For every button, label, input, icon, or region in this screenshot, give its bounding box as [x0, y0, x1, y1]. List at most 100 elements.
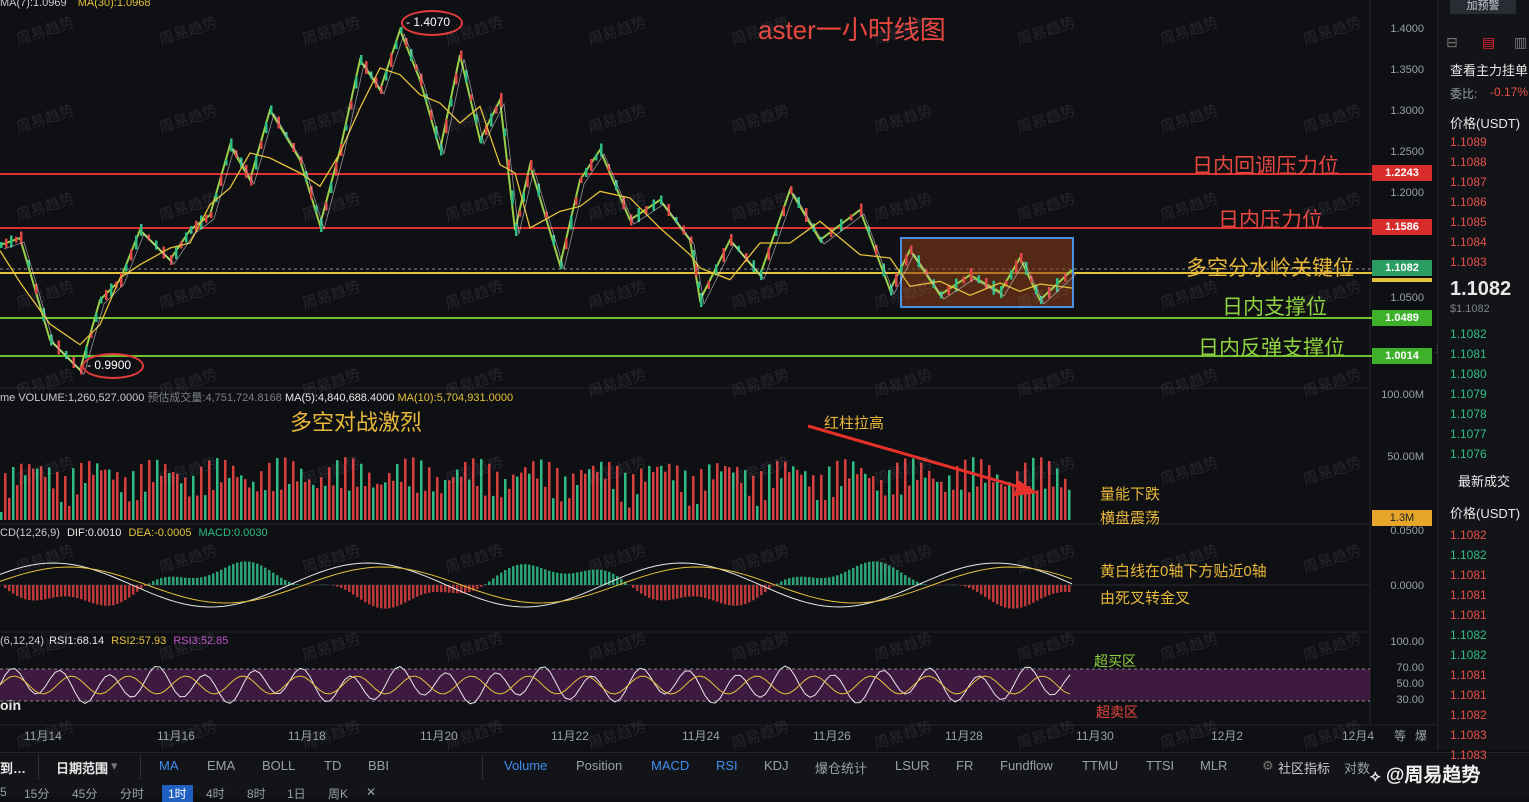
- fr-button[interactable]: FR: [956, 758, 973, 773]
- volume-bar: [568, 498, 571, 520]
- bid-price[interactable]: 1.1078: [1450, 407, 1487, 421]
- volume-bar: [976, 486, 979, 520]
- bid-price[interactable]: 1.1076: [1450, 447, 1487, 461]
- macd-bar: [492, 578, 495, 585]
- volume-button[interactable]: Volume: [504, 758, 547, 773]
- main-order-link[interactable]: 查看主力挂单: [1450, 60, 1528, 79]
- drag-handle-icon[interactable]: ⋮: [1432, 344, 1442, 355]
- volume-bar: [16, 485, 19, 520]
- date-range-button[interactable]: 日期范围: [56, 758, 108, 777]
- macd-bar: [152, 581, 155, 585]
- price-header: 价格(USDT): [1450, 113, 1520, 132]
- ask-price[interactable]: 1.1083: [1450, 255, 1487, 269]
- ask-price[interactable]: 1.1086: [1450, 195, 1487, 209]
- rsi-button[interactable]: RSI: [716, 758, 738, 773]
- bbi-button[interactable]: BBI: [368, 758, 389, 773]
- settings-icon[interactable]: ⚙: [1262, 758, 1274, 774]
- bid-price[interactable]: 1.1081: [1450, 347, 1487, 361]
- timeframe-15m[interactable]: 15分: [24, 785, 49, 802]
- ask-price[interactable]: 1.1084: [1450, 235, 1487, 249]
- layout-icon[interactable]: ⊟: [1446, 34, 1458, 51]
- macd-bar: [684, 585, 687, 597]
- td-button[interactable]: TD: [324, 758, 341, 773]
- candle: [580, 177, 583, 183]
- volume-bar: [496, 472, 499, 520]
- arrow-annotation: 红柱拉高: [824, 412, 884, 433]
- macd-bar: [440, 585, 443, 592]
- timeframe-1d[interactable]: 1日: [287, 785, 306, 802]
- volume-bar: [96, 463, 99, 520]
- axis-right-1[interactable]: 等: [1394, 727, 1406, 744]
- volume-bar: [740, 483, 743, 520]
- ma-button[interactable]: MA: [159, 758, 179, 773]
- candle: [15, 237, 18, 243]
- volume-bar: [420, 460, 423, 520]
- macd-bar: [788, 578, 791, 585]
- macd-bar: [376, 585, 379, 608]
- macd-bar: [444, 585, 447, 592]
- mlr-button[interactable]: MLR: [1200, 758, 1227, 773]
- macd-button[interactable]: MACD: [651, 758, 689, 773]
- position-button[interactable]: Position: [576, 758, 622, 773]
- volume-bar: [584, 474, 587, 520]
- ttsi-button[interactable]: TTSI: [1146, 758, 1174, 773]
- timeframe-4h[interactable]: 4时: [206, 785, 225, 802]
- macd-bar: [520, 564, 523, 585]
- ask-price[interactable]: 1.1088: [1450, 155, 1487, 169]
- candle: [210, 212, 213, 218]
- volume-bar: [684, 471, 687, 520]
- timeframe-week[interactable]: 周K: [328, 785, 348, 802]
- ttmu-button[interactable]: TTMU: [1082, 758, 1118, 773]
- volume-bar: [668, 464, 671, 520]
- timeframe-timeline[interactable]: 分时: [120, 785, 144, 802]
- bid-price[interactable]: 1.1079: [1450, 387, 1487, 401]
- candle: [708, 281, 711, 289]
- macd-bar: [172, 577, 175, 585]
- log-button[interactable]: 对数: [1344, 758, 1370, 777]
- lsur-button[interactable]: LSUR: [895, 758, 930, 773]
- goto-button[interactable]: 到…: [0, 758, 26, 777]
- volume-bar: [436, 477, 439, 520]
- volume-bar: [572, 474, 575, 520]
- trade-price: 1.1083: [1450, 728, 1487, 742]
- timeframe-45m[interactable]: 45分: [72, 785, 97, 802]
- volume-bar: [812, 475, 815, 520]
- macd-bar: [528, 565, 531, 585]
- candle: [504, 129, 507, 137]
- bid-price[interactable]: 1.1077: [1450, 427, 1487, 441]
- community-indicators-button[interactable]: 社区指标: [1278, 758, 1330, 777]
- macd-bar: [804, 577, 807, 585]
- ask-price[interactable]: 1.1087: [1450, 175, 1487, 189]
- chevron-down-icon[interactable]: ▾: [111, 758, 118, 774]
- macd-bar: [688, 585, 691, 597]
- ask-price[interactable]: 1.1089: [1450, 135, 1487, 149]
- ema-button[interactable]: EMA: [207, 758, 235, 773]
- volume-bar: [196, 496, 199, 520]
- volume-bar: [808, 486, 811, 520]
- volume-bar: [1012, 486, 1015, 520]
- ask-price[interactable]: 1.1085: [1450, 215, 1487, 229]
- liquidation-button[interactable]: 爆仓统计: [815, 758, 867, 777]
- axis-right-2[interactable]: 爆: [1415, 727, 1427, 744]
- volume-bar: [852, 461, 855, 520]
- bid-layout-icon[interactable]: ▥: [1514, 34, 1527, 51]
- macd-bar: [332, 585, 335, 586]
- macd-bar: [20, 585, 23, 598]
- boll-button[interactable]: BOLL: [262, 758, 295, 773]
- kdj-button[interactable]: KDJ: [764, 758, 789, 773]
- bid-price[interactable]: 1.1082: [1450, 327, 1487, 341]
- timeframe-8h[interactable]: 8时: [247, 785, 266, 802]
- volume-current: 1.3M: [1372, 510, 1432, 526]
- candle: [400, 27, 403, 33]
- add-alert-button[interactable]: 加预警: [1450, 0, 1516, 14]
- volume-bar: [992, 482, 995, 520]
- bid-price[interactable]: 1.1080: [1450, 367, 1487, 381]
- macd-bar: [228, 566, 231, 585]
- ask-layout-icon[interactable]: ▤: [1482, 34, 1495, 51]
- timeframe-1h[interactable]: 1时: [162, 785, 193, 802]
- macd-bar: [132, 585, 135, 595]
- volume-bar: [180, 483, 183, 520]
- volume-bar: [532, 461, 535, 520]
- fundflow-button[interactable]: Fundflow: [1000, 758, 1053, 773]
- trades-title[interactable]: 最新成交: [1458, 471, 1510, 490]
